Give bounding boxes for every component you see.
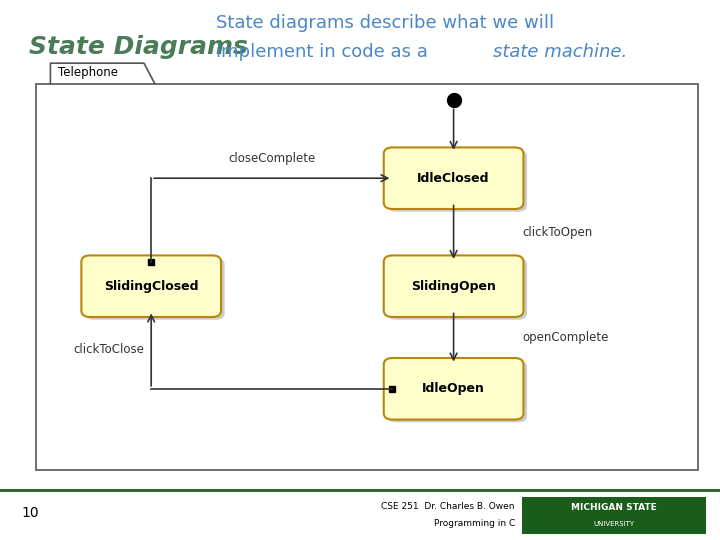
FancyBboxPatch shape [387, 361, 527, 422]
FancyBboxPatch shape [384, 147, 523, 209]
Text: SlidingClosed: SlidingClosed [104, 280, 199, 293]
FancyBboxPatch shape [387, 258, 527, 320]
Text: clickToOpen: clickToOpen [522, 226, 593, 239]
FancyBboxPatch shape [387, 150, 527, 212]
Text: clickToClose: clickToClose [73, 343, 144, 356]
Text: IdleClosed: IdleClosed [418, 172, 490, 185]
Text: UNIVERSITY: UNIVERSITY [593, 521, 634, 527]
Text: SlidingOpen: SlidingOpen [411, 280, 496, 293]
FancyBboxPatch shape [81, 255, 221, 317]
Text: Telephone: Telephone [58, 66, 117, 79]
Text: State Diagrams: State Diagrams [29, 35, 248, 59]
Text: CSE 251  Dr. Charles B. Owen: CSE 251 Dr. Charles B. Owen [382, 502, 515, 511]
Bar [36, 84, 698, 470]
Text: closeComplete: closeComplete [228, 152, 315, 165]
FancyBboxPatch shape [384, 255, 523, 317]
Text: State diagrams describe what we will: State diagrams describe what we will [216, 14, 554, 31]
Text: IdleOpen: IdleOpen [422, 382, 485, 395]
Text: MICHIGAN STATE: MICHIGAN STATE [570, 503, 657, 512]
Text: state machine.: state machine. [493, 43, 627, 61]
Text: Programming in C: Programming in C [433, 519, 515, 528]
FancyBboxPatch shape [384, 358, 523, 420]
Bar [522, 497, 706, 534]
FancyBboxPatch shape [85, 258, 225, 320]
Text: implement in code as a: implement in code as a [216, 43, 433, 61]
Bar [0, 489, 720, 492]
Text: openComplete: openComplete [522, 331, 608, 344]
Text: 10: 10 [22, 506, 39, 520]
